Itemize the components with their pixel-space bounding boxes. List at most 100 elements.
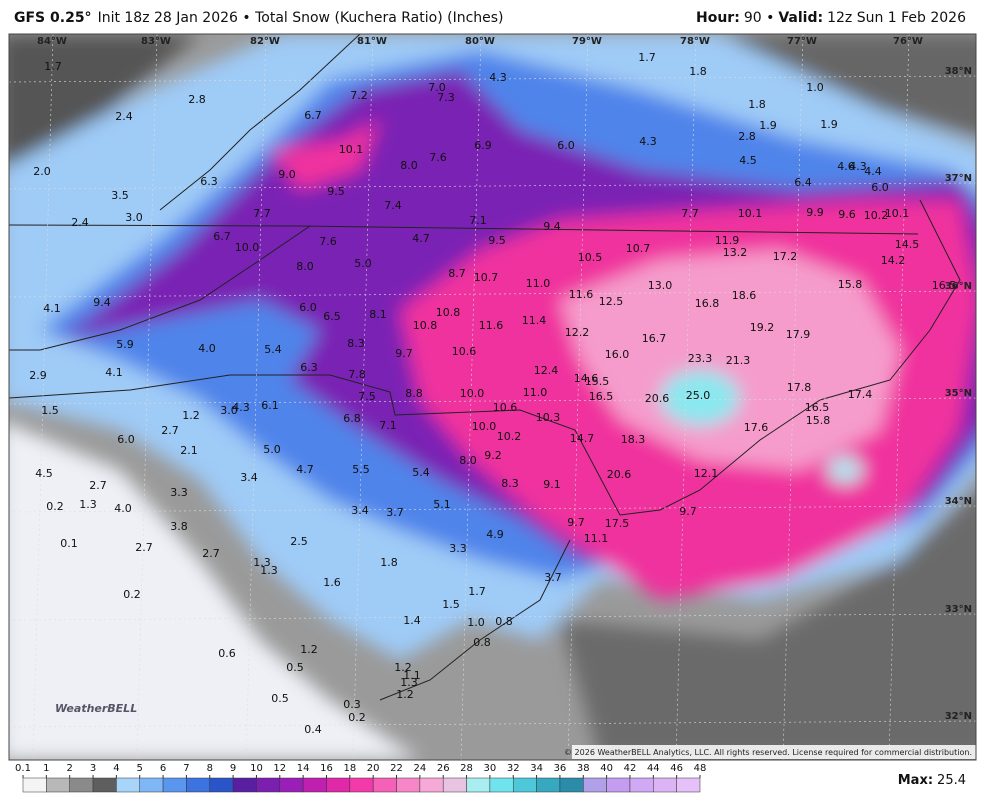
snow-value-label: 3.3 [170, 486, 188, 499]
snow-value-label: 9.7 [679, 505, 697, 518]
colorbar-swatch [256, 777, 281, 793]
snow-value-label: 2.7 [135, 541, 153, 554]
snow-value-label: 1.0 [467, 616, 485, 629]
snow-value-label: 2.7 [89, 479, 107, 492]
snow-value-label: 6.7 [213, 230, 231, 243]
copyright-bg [572, 745, 976, 759]
snow-value-label: 0.4 [304, 723, 322, 736]
snow-value-label: 1.8 [380, 556, 398, 569]
snow-value-label: 1.2 [182, 409, 200, 422]
longitude-label: 77°W [787, 36, 817, 47]
snow-value-label: 4.5 [739, 154, 757, 167]
snow-value-label: 4.7 [412, 232, 430, 245]
colorbar-swatch [489, 777, 514, 793]
colorbar-swatch [162, 777, 187, 793]
snow-value-label: 7.3 [437, 91, 455, 104]
snow-value-label: 7.4 [384, 199, 402, 212]
snow-value-label: 13.2 [723, 246, 748, 259]
snow-value-label: 0.5 [271, 692, 289, 705]
snow-value-label: 0.2 [123, 588, 141, 601]
colorbar-tick-label: 26 [437, 763, 450, 774]
snow-value-label: 9.2 [484, 449, 502, 462]
snow-value-label: 10.6 [493, 401, 518, 414]
colorbar-tick-label: 38 [577, 763, 590, 774]
snow-value-label: 4.1 [105, 366, 123, 379]
snow-value-label: 9.9 [806, 206, 824, 219]
colorbar-tick-label: 36 [554, 763, 567, 774]
meridian [136, 34, 158, 760]
snow-value-label: 13.0 [648, 279, 673, 292]
snow-value-label: 20.6 [607, 468, 632, 481]
valid-label: Valid: [778, 10, 823, 26]
snow-value-label: 3.5 [111, 189, 129, 202]
snow-value-label: 3.3 [449, 542, 467, 555]
snow-value-label: 7.6 [319, 235, 337, 248]
snow-value-label: 7.6 [429, 151, 447, 164]
snow-value-label: 2.8 [738, 130, 756, 143]
snow-value-label: 1.9 [759, 119, 777, 132]
snow-value-label: 9.4 [543, 220, 561, 233]
colorbar-tick-label: 40 [600, 763, 613, 774]
meridian [460, 34, 482, 760]
longitude-label: 83°W [141, 36, 171, 47]
snow-value-label: 6.0 [117, 433, 135, 446]
snow-value-label: 7.2 [350, 89, 368, 102]
colorbar-tick-label: 32 [507, 763, 520, 774]
colorbar-swatch [653, 777, 677, 793]
snow-value-label: 4.0 [198, 342, 216, 355]
colorbar-tick-label: 5 [137, 763, 143, 774]
snow-value-label: 0.1 [60, 537, 78, 550]
snow-value-label: 14.7 [570, 432, 595, 445]
snow-value-label: 17.6 [744, 421, 769, 434]
colorbar-tick-label: 48 [694, 763, 707, 774]
snow-value-label: 1.2 [394, 661, 412, 674]
snow-value-label: 9.7 [567, 516, 585, 529]
snow-value-label: 7.0 [428, 81, 446, 94]
snow-value-label: 1.0 [806, 81, 824, 94]
snow-field [9, 34, 976, 760]
snow-value-label: 1.5 [442, 598, 460, 611]
snow-value-label: 8.0 [296, 260, 314, 273]
snow-value-label: 1.3 [79, 498, 97, 511]
snow-value-label: 25.0 [686, 389, 711, 402]
snow-value-label: 2.0 [33, 165, 51, 178]
snow-value-label: 6.8 [343, 412, 361, 425]
latitude-label: 33°N [945, 604, 972, 615]
meridian [32, 34, 54, 760]
snow-value-label: 16.8 [695, 297, 720, 310]
colorbar-swatch [46, 777, 70, 793]
colorbar-tick-label: 34 [530, 763, 543, 774]
snow-value-label: 9.1 [543, 478, 561, 491]
snow-value-label: 6.9 [474, 139, 492, 152]
snow-value-label: 0.2 [46, 500, 64, 513]
colorbar-tick-label: 20 [367, 763, 380, 774]
snow-value-label: 15.5 [585, 375, 610, 388]
snow-value-label: 9.4 [93, 296, 111, 309]
snow-value-label: 1.9 [820, 118, 838, 131]
snow-value-label: 2.8 [188, 93, 206, 106]
snow-value-label: 16.5 [805, 401, 830, 414]
colorbar-swatch [22, 777, 47, 793]
snow-value-label: 3.8 [170, 520, 188, 533]
colorbar-tick-label: 42 [624, 763, 637, 774]
snow-value-label: 10.8 [413, 319, 438, 332]
colorbar-swatch [302, 777, 327, 793]
colorbar-tick-label: 8 [207, 763, 213, 774]
snow-value-label: 4.1 [43, 302, 61, 315]
snow-value-label: 14.5 [895, 238, 920, 251]
snow-value-label: 7.7 [253, 207, 271, 220]
colorbar-swatch [466, 777, 491, 793]
longitude-label: 82°W [250, 36, 280, 47]
snow-value-label: 9.5 [488, 234, 506, 247]
snow-value-label: 2.1 [180, 444, 198, 457]
snow-value-label: 16.5 [589, 390, 614, 403]
snow-value-label: 1.3 [253, 556, 271, 569]
colorbar-tick-label: 28 [460, 763, 473, 774]
snow-value-label: 9.5 [327, 185, 345, 198]
snow-value-label: 8.8 [405, 387, 423, 400]
snow-value-label: 10.7 [626, 242, 651, 255]
snow-value-label: 18.3 [621, 433, 646, 446]
snow-value-label: 16.5 [932, 279, 957, 292]
max-value: 25.4 [937, 773, 966, 788]
